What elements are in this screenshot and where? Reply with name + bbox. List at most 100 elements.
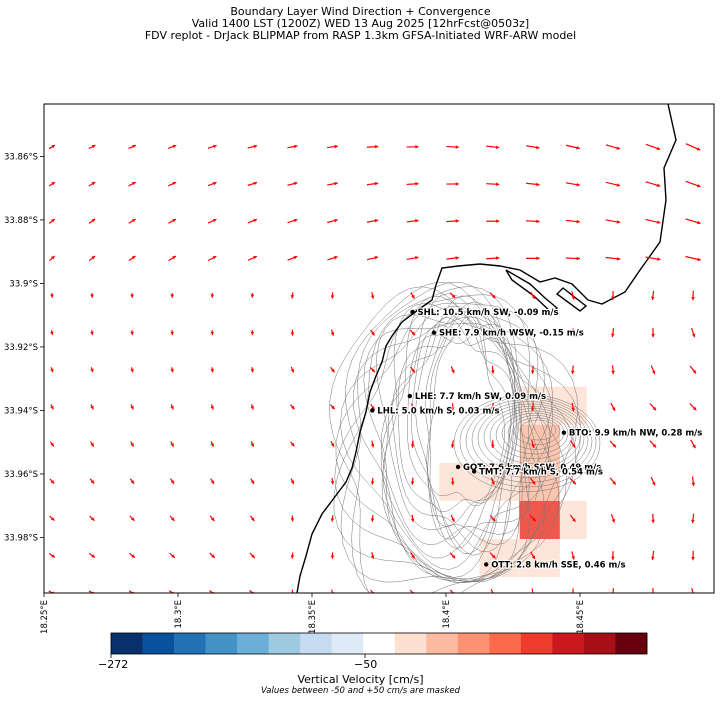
x-tick-label-4: 18.45°E <box>576 600 586 634</box>
terrain-contour-5 <box>407 323 518 555</box>
wind-vector-175 <box>569 477 577 485</box>
wind-vector-170 <box>370 477 375 485</box>
wind-vector-155 <box>490 440 495 448</box>
wind-vector-1 <box>88 144 96 150</box>
terrain-contour-inner-11 <box>453 394 601 492</box>
wind-vector-181 <box>89 515 95 522</box>
wind-vector-206 <box>370 552 375 559</box>
colorbar-swatch-12 <box>489 633 522 654</box>
wind-vector-162 <box>49 478 55 484</box>
wind-vector-133 <box>329 404 336 410</box>
wind-vector-115 <box>330 366 335 373</box>
station-label-2: LHE: 7.7 km/h SW, 0.09 m/s <box>415 392 546 402</box>
terrain-contour-12 <box>376 314 551 578</box>
wind-vector-203 <box>249 552 256 559</box>
chart-title-line-3: FDV replot - DrJack BLIPMAP from RASP 1.… <box>144 29 577 42</box>
wind-vector-149 <box>250 441 255 448</box>
wind-vector-185 <box>249 515 255 522</box>
wind-vector-81 <box>410 292 415 299</box>
colorbar-swatch-13 <box>520 633 553 654</box>
wind-vector-112 <box>210 367 214 373</box>
wind-vector-153 <box>410 440 415 448</box>
station-marker-3 <box>370 408 375 413</box>
wind-vector-156 <box>531 440 535 449</box>
wind-vector-122 <box>611 365 615 375</box>
wind-vector-54 <box>49 255 56 262</box>
wind-vector-77 <box>250 293 255 298</box>
y-tick-label-6: 33.98°S <box>4 533 38 543</box>
wind-vector-127 <box>90 404 94 410</box>
colorbar-swatch-1 <box>142 633 175 654</box>
wind-vector-183 <box>169 515 175 522</box>
wind-vector-46 <box>446 219 459 223</box>
wind-vector-187 <box>330 515 335 522</box>
wind-vector-202 <box>209 552 216 559</box>
wind-vector-121 <box>571 365 575 375</box>
wind-vector-213 <box>651 550 655 561</box>
wind-vector-97 <box>330 329 335 336</box>
wind-vector-108 <box>50 367 54 373</box>
colorbar-swatch-8 <box>363 633 396 654</box>
wind-vector-78 <box>290 292 295 299</box>
x-tick-label-3: 18.4°E <box>442 600 452 629</box>
wind-vector-88 <box>691 290 695 301</box>
wind-vector-12 <box>526 145 540 150</box>
wind-vector-236 <box>129 628 136 632</box>
wind-vector-24 <box>287 181 298 186</box>
wind-vector-141 <box>649 403 657 411</box>
wind-vector-73 <box>90 293 94 298</box>
wind-vector-201 <box>169 552 176 559</box>
wind-vector-21 <box>168 181 177 187</box>
wind-vector-189 <box>410 514 415 522</box>
wind-vector-130 <box>210 404 214 410</box>
wind-vector-80 <box>370 292 375 299</box>
terrain-contour-18 <box>333 286 567 583</box>
wind-vector-75 <box>170 293 175 298</box>
wind-vector-100 <box>449 329 456 336</box>
wind-vector-239 <box>249 628 255 632</box>
convergence-cell-2 <box>519 424 560 463</box>
colorbar-swatch-4 <box>237 633 269 654</box>
wind-vector-139 <box>571 402 575 412</box>
wind-vector-191 <box>489 515 496 522</box>
wind-vector-93 <box>170 330 174 336</box>
wind-vector-82 <box>449 292 456 299</box>
wind-vector-169 <box>330 478 335 485</box>
terrain-contour-13 <box>363 316 553 582</box>
wind-vector-193 <box>569 514 576 523</box>
wind-vector-94 <box>210 330 215 336</box>
wind-vector-96 <box>290 329 295 336</box>
wind-vector-86 <box>611 291 615 300</box>
terrain-contour-inner-0 <box>519 419 557 441</box>
wind-vector-111 <box>170 367 174 373</box>
wind-vector-48 <box>526 219 540 224</box>
wind-vector-129 <box>170 404 174 410</box>
wind-vector-20 <box>128 181 137 187</box>
wind-vector-205 <box>330 552 335 559</box>
wind-vector-207 <box>410 552 415 559</box>
wind-vector-45 <box>406 219 419 223</box>
y-tick-label-3: 33.92°S <box>4 343 38 353</box>
wind-vector-55 <box>88 255 96 262</box>
wind-vector-124 <box>689 365 697 374</box>
wind-vector-249 <box>651 626 655 634</box>
wind-vector-114 <box>290 366 295 373</box>
station-marker-4 <box>561 430 567 435</box>
wind-vector-243 <box>410 627 414 633</box>
wind-vector-113 <box>250 367 255 373</box>
y-tick-label-2: 33.9°S <box>9 279 38 289</box>
wind-vector-148 <box>210 441 215 448</box>
wind-vector-69 <box>645 256 661 261</box>
station-label-5: GOT: 7.6 km/h SSW, 0.49 m/s <box>463 463 601 473</box>
chart-title-line-1: Boundary Layer Wind Direction + Converge… <box>230 5 491 18</box>
wind-vector-105 <box>651 328 655 338</box>
wind-vector-194 <box>610 514 616 523</box>
terrain-contour-inner-3 <box>501 412 569 455</box>
wind-vector-174 <box>529 477 536 485</box>
wind-vector-18 <box>48 181 56 187</box>
terrain-contour-inner-10 <box>459 396 597 488</box>
convergence-cell-4 <box>439 462 480 501</box>
plot-frame <box>43 103 715 594</box>
wind-vector-184 <box>209 515 215 522</box>
